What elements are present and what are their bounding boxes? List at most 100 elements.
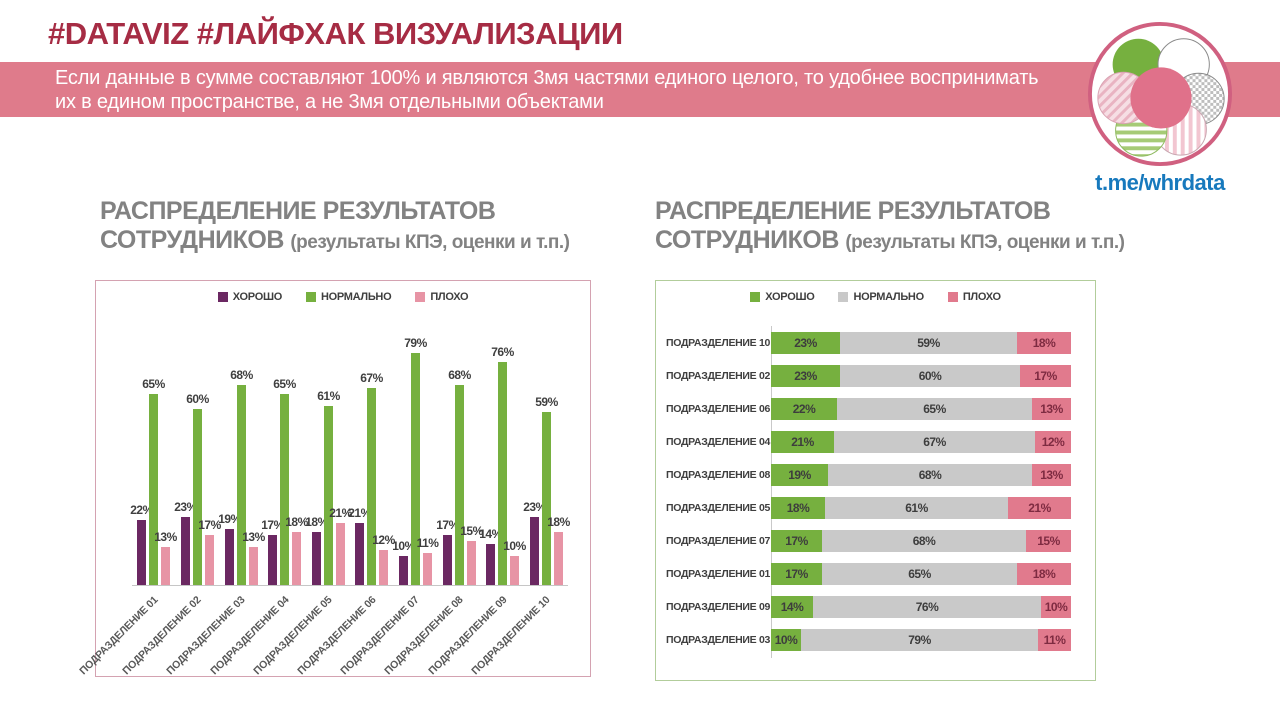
banner-text: Если данные в сумме составляют 100% и яв… xyxy=(0,62,1280,114)
bar-good xyxy=(486,544,495,585)
bar-value-label: 22% xyxy=(130,503,153,517)
segment-normal: 65% xyxy=(822,563,1017,585)
bar-bad xyxy=(205,535,214,585)
stacked-bar: 22% 65% 13% xyxy=(771,398,1071,420)
segment-bad: 17% xyxy=(1020,365,1071,387)
segment-bad: 11% xyxy=(1038,629,1071,651)
bar-value-label: 10% xyxy=(503,539,526,553)
bar-good xyxy=(312,532,321,585)
bar-normal xyxy=(455,385,464,585)
stacked-bar: 17% 68% 15% xyxy=(771,530,1071,552)
stacked-bar: 10% 79% 11% xyxy=(771,629,1071,651)
segment-bad: 13% xyxy=(1032,398,1071,420)
bar-bad xyxy=(379,550,388,585)
right-chart-title-line2: СОТРУДНИКОВ xyxy=(655,226,839,254)
category-label: ПОДРАЗДЕЛЕНИЕ 09 xyxy=(666,601,771,613)
bar-bad xyxy=(292,532,301,585)
category-label: ПОДРАЗДЕЛЕНИЕ 08 xyxy=(666,469,771,481)
right-chart-axis-line xyxy=(771,326,772,658)
legend-swatch-normal xyxy=(305,292,316,302)
legend-label-good: ХОРОШО xyxy=(232,291,282,303)
segment-good: 17% xyxy=(771,563,822,585)
segment-normal: 60% xyxy=(840,365,1020,387)
category-row: ПОДРАЗДЕЛЕНИЕ 07 17% 68% 15% xyxy=(666,530,1071,552)
bar-value-label: 65% xyxy=(273,377,296,391)
bar-good xyxy=(355,523,364,585)
category-label: ПОДРАЗДЕЛЕНИЕ 04 xyxy=(666,436,771,448)
category-label: ПОДРАЗДЕЛЕНИЕ 01 xyxy=(666,568,771,580)
right-chart-rows: ПОДРАЗДЕЛЕНИЕ 10 23% 59% 18% ПОДРАЗДЕЛЕНИЕ 0… xyxy=(666,332,1071,662)
category-row: ПОДРАЗДЕЛЕНИЕ 03 10% 79% 11% xyxy=(666,629,1071,651)
bar-normal xyxy=(498,362,507,585)
bar-bad xyxy=(554,532,563,585)
bar-value-label: 12% xyxy=(372,533,395,547)
bar-value-label: 13% xyxy=(154,530,177,544)
left-chart-legend: ХОРОШО НОРМАЛЬНО ПЛОХО xyxy=(96,291,590,303)
segment-good: 23% xyxy=(771,332,840,354)
bar-normal xyxy=(280,394,289,585)
category-row: ПОДРАЗДЕЛЕНИЕ 05 18% 61% 21% xyxy=(666,497,1071,519)
category-label: ПОДРАЗДЕЛЕНИЕ 07 xyxy=(666,535,771,547)
bar-bad xyxy=(336,523,345,585)
legend-label-normal: НОРМАЛЬНО xyxy=(853,291,924,303)
category-row: ПОДРАЗДЕЛЕНИЕ 08 19% 68% 13% xyxy=(666,464,1071,486)
category-row: ПОДРАЗДЕЛЕНИЕ 01 17% 65% 18% xyxy=(666,563,1071,585)
bar-normal xyxy=(542,412,551,585)
bar-value-label: 15% xyxy=(460,524,483,538)
category-label: ПОДРАЗДЕЛЕНИЕ 10 xyxy=(666,337,771,349)
segment-bad: 13% xyxy=(1032,464,1071,486)
legend-swatch-bad xyxy=(947,292,958,302)
bar-good xyxy=(530,517,539,585)
segment-bad: 10% xyxy=(1041,596,1071,618)
grouped-bar-chart: ХОРОШО НОРМАЛЬНО ПЛОХО 22% 65% 13% 23% 60% 17% 1… xyxy=(77,280,591,677)
bar-bad xyxy=(161,547,170,585)
segment-bad: 21% xyxy=(1008,497,1071,519)
segment-normal: 59% xyxy=(840,332,1017,354)
bar-bad xyxy=(249,547,258,585)
bar-normal xyxy=(149,394,158,585)
bar-value-label: 68% xyxy=(448,368,471,382)
bar-value-label: 21% xyxy=(348,506,371,520)
legend-item-good: ХОРОШО xyxy=(750,291,815,303)
stacked-bar-chart: ХОРОШО НОРМАЛЬНО ПЛОХО ПОДРАЗДЕЛЕНИЕ 10 23%… xyxy=(655,280,1096,681)
stacked-bar: 23% 59% 18% xyxy=(771,332,1071,354)
legend-swatch-bad xyxy=(415,292,426,302)
banner: Если данные в сумме составляют 100% и яв… xyxy=(0,62,1280,117)
segment-normal: 67% xyxy=(834,431,1035,453)
legend-item-normal: НОРМАЛЬНО xyxy=(838,291,924,303)
legend-label-normal: НОРМАЛЬНО xyxy=(320,291,392,303)
bar-value-label: 11% xyxy=(416,536,439,550)
right-chart-title: РАСПРЕДЕЛЕНИЕ РЕЗУЛЬТАТОВ СОТРУДНИКОВ (р… xyxy=(655,197,1175,257)
bar-value-label: 18% xyxy=(305,515,328,529)
left-chart-x-axis: ПОДРАЗДЕЛЕНИЕ 01 ПОДРАЗДЕЛЕНИЕ 02 ПОДРАЗДЕ… xyxy=(77,586,568,677)
segment-good: 14% xyxy=(771,596,813,618)
legend-swatch-good xyxy=(750,292,761,302)
page-title: #DATAVIZ #ЛАЙФХАК ВИЗУАЛИЗАЦИИ xyxy=(48,16,623,51)
stacked-bar: 18% 61% 21% xyxy=(771,497,1071,519)
bar-good xyxy=(399,556,408,585)
bar-value-label: 17% xyxy=(198,518,221,532)
legend-swatch-good xyxy=(217,292,228,302)
bar-value-label: 14% xyxy=(479,527,502,541)
bar-bad xyxy=(510,556,519,585)
bar-value-label: 19% xyxy=(218,512,241,526)
stacked-bar: 14% 76% 10% xyxy=(771,596,1071,618)
legend-item-bad: ПЛОХО xyxy=(947,291,1001,303)
segment-normal: 61% xyxy=(825,497,1008,519)
category-row: ПОДРАЗДЕЛЕНИЕ 06 22% 65% 13% xyxy=(666,398,1071,420)
segment-good: 23% xyxy=(771,365,840,387)
legend-item-normal: НОРМАЛЬНО xyxy=(305,291,392,303)
bar-value-label: 76% xyxy=(491,345,514,359)
segment-normal: 65% xyxy=(837,398,1032,420)
segment-good: 18% xyxy=(771,497,825,519)
bar-value-label: 60% xyxy=(186,392,209,406)
telegram-link[interactable]: t.me/whrdata xyxy=(1095,170,1225,195)
bar-value-label: 23% xyxy=(523,500,546,514)
right-chart-legend: ХОРОШО НОРМАЛЬНО ПЛОХО xyxy=(656,291,1095,303)
bar-value-label: 23% xyxy=(174,500,197,514)
bar-value-label: 61% xyxy=(317,389,340,403)
brand-logo xyxy=(1086,20,1234,168)
bar-value-label: 79% xyxy=(404,336,427,350)
stacked-bar: 21% 67% 12% xyxy=(771,431,1071,453)
